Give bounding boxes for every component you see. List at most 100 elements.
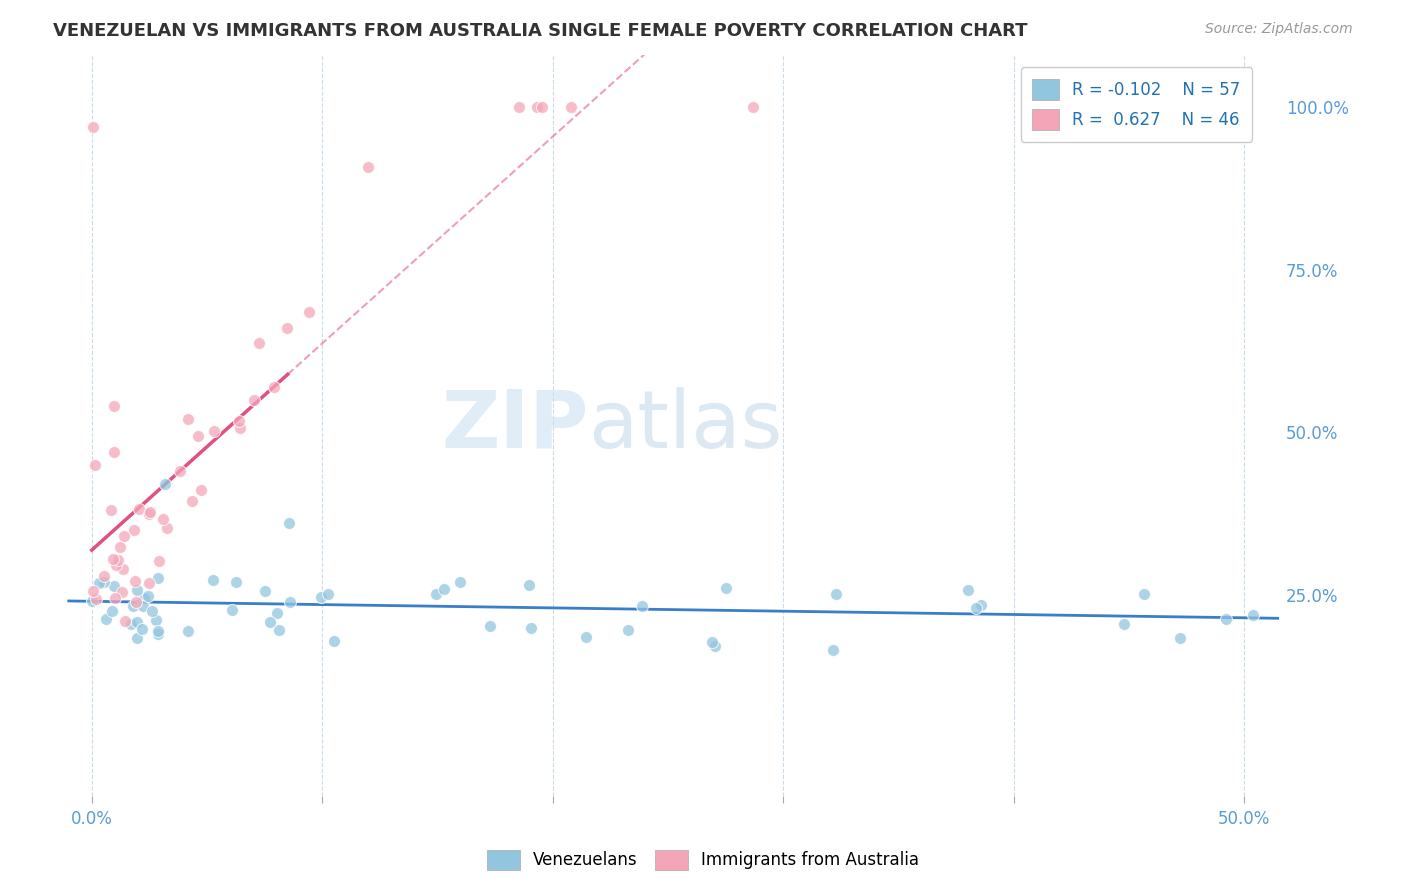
Point bbox=[1315, 599, 1337, 614]
Point bbox=[124, 574, 146, 589]
Point bbox=[742, 100, 765, 114]
Text: atlas: atlas bbox=[589, 386, 783, 465]
Point bbox=[155, 477, 177, 491]
Point bbox=[104, 591, 127, 606]
Legend: R = -0.102    N = 57, R =  0.627    N = 46: R = -0.102 N = 57, R = 0.627 N = 46 bbox=[1021, 67, 1253, 142]
Point bbox=[1241, 607, 1264, 622]
Point bbox=[84, 592, 107, 607]
Point bbox=[139, 504, 162, 518]
Text: Source: ZipAtlas.com: Source: ZipAtlas.com bbox=[1205, 22, 1353, 37]
Point bbox=[111, 585, 134, 599]
Point bbox=[87, 576, 110, 591]
Point bbox=[82, 594, 104, 608]
Point bbox=[104, 558, 127, 572]
Point bbox=[107, 552, 129, 566]
Point bbox=[225, 575, 247, 590]
Point bbox=[1168, 631, 1191, 645]
Point bbox=[266, 606, 288, 620]
Point bbox=[190, 483, 212, 497]
Point bbox=[267, 623, 290, 637]
Point bbox=[155, 521, 177, 535]
Point bbox=[263, 380, 285, 394]
Point bbox=[519, 621, 541, 635]
Point bbox=[253, 584, 276, 599]
Point bbox=[82, 584, 104, 599]
Point bbox=[259, 615, 281, 629]
Point bbox=[84, 458, 107, 472]
Point bbox=[824, 587, 846, 601]
Point bbox=[821, 642, 844, 657]
Point bbox=[141, 604, 163, 618]
Point bbox=[479, 619, 502, 633]
Point bbox=[93, 574, 115, 589]
Point bbox=[316, 586, 339, 600]
Text: ZIP: ZIP bbox=[441, 386, 589, 465]
Point bbox=[277, 516, 299, 530]
Point bbox=[127, 615, 149, 629]
Point bbox=[243, 392, 266, 407]
Point bbox=[103, 579, 125, 593]
Point bbox=[617, 623, 640, 637]
Text: VENEZUELAN VS IMMIGRANTS FROM AUSTRALIA SINGLE FEMALE POVERTY CORRELATION CHART: VENEZUELAN VS IMMIGRANTS FROM AUSTRALIA … bbox=[53, 22, 1028, 40]
Point bbox=[202, 573, 225, 587]
Point bbox=[120, 617, 142, 632]
Point bbox=[181, 494, 204, 508]
Point bbox=[969, 598, 991, 612]
Point bbox=[221, 602, 243, 616]
Point bbox=[311, 590, 333, 604]
Point bbox=[425, 586, 447, 600]
Point bbox=[82, 120, 104, 134]
Point bbox=[357, 160, 380, 174]
Point bbox=[177, 412, 200, 426]
Point bbox=[526, 100, 548, 114]
Point bbox=[132, 599, 155, 613]
Point bbox=[112, 562, 135, 576]
Point bbox=[101, 552, 124, 566]
Point bbox=[965, 600, 987, 615]
Point bbox=[145, 613, 167, 627]
Point bbox=[575, 630, 598, 644]
Point bbox=[560, 100, 582, 114]
Point bbox=[298, 305, 321, 319]
Point bbox=[125, 595, 148, 609]
Point bbox=[278, 595, 301, 609]
Point bbox=[136, 589, 159, 603]
Point bbox=[132, 591, 155, 605]
Point bbox=[112, 529, 135, 543]
Point bbox=[169, 464, 191, 478]
Point bbox=[531, 100, 554, 114]
Point bbox=[138, 508, 160, 522]
Point bbox=[138, 576, 160, 591]
Point bbox=[177, 624, 200, 639]
Point bbox=[124, 523, 146, 537]
Point bbox=[276, 321, 298, 335]
Point bbox=[631, 599, 654, 614]
Legend: Venezuelans, Immigrants from Australia: Venezuelans, Immigrants from Australia bbox=[479, 843, 927, 877]
Point bbox=[449, 574, 471, 589]
Point bbox=[101, 604, 124, 618]
Point bbox=[228, 414, 250, 428]
Point bbox=[432, 582, 454, 596]
Point bbox=[1132, 587, 1154, 601]
Point bbox=[517, 578, 540, 592]
Point bbox=[956, 582, 979, 597]
Point bbox=[1114, 616, 1136, 631]
Point bbox=[247, 336, 270, 351]
Point bbox=[125, 631, 148, 645]
Point bbox=[148, 624, 170, 638]
Point bbox=[148, 554, 170, 568]
Point bbox=[187, 428, 209, 442]
Point bbox=[125, 582, 148, 597]
Point bbox=[131, 623, 153, 637]
Point bbox=[100, 503, 122, 517]
Point bbox=[703, 639, 725, 653]
Point bbox=[128, 502, 150, 516]
Point bbox=[148, 570, 170, 584]
Point bbox=[103, 399, 125, 413]
Point bbox=[1215, 612, 1237, 626]
Point bbox=[508, 100, 530, 114]
Point bbox=[93, 569, 115, 583]
Point bbox=[108, 541, 131, 555]
Point bbox=[152, 512, 174, 526]
Point bbox=[122, 599, 145, 614]
